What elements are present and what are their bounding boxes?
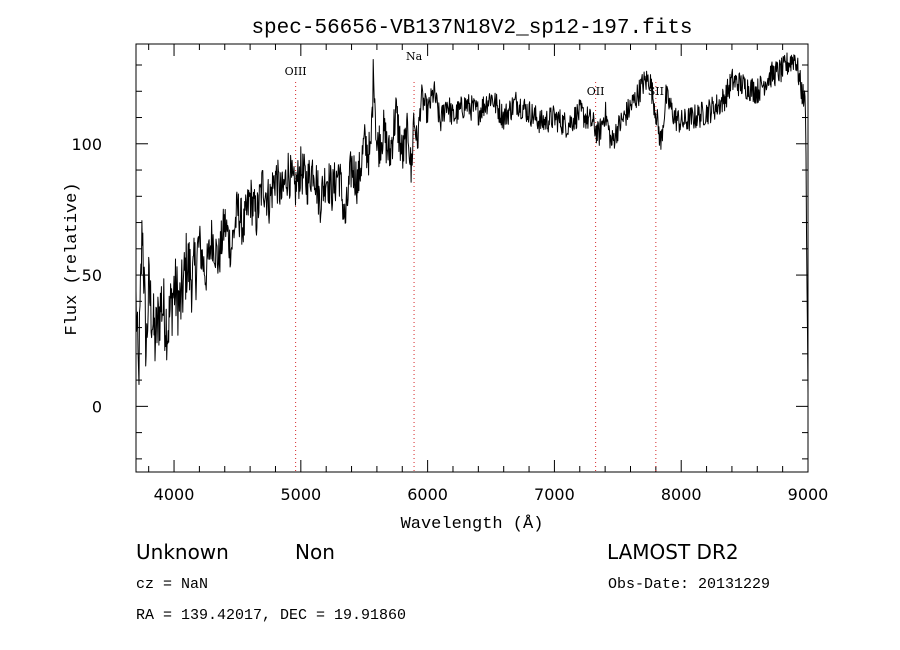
x-tick-label: 8000: [661, 485, 702, 504]
x-tick-label: 6000: [407, 485, 448, 504]
survey-name: LAMOST DR2: [607, 540, 739, 564]
x-tick-label: 7000: [534, 485, 575, 504]
x-tick-label: 5000: [280, 485, 321, 504]
line-marker-label: OII: [587, 85, 605, 98]
line-marker-label: OIII: [285, 65, 307, 78]
line-marker-label: Na: [406, 50, 423, 63]
spectrum-line: [135, 52, 809, 394]
x-axis-label: Wavelength (Å): [401, 515, 544, 534]
y-axis-label: Flux (relative): [63, 182, 82, 335]
x-tick-label: 9000: [788, 485, 829, 504]
spectrum-series: [135, 52, 809, 394]
plot-frame: [135, 43, 809, 473]
y-tick-label: 0: [92, 397, 102, 416]
obs-date: Obs-Date: 20131229: [608, 576, 770, 593]
y-tick-label: 100: [71, 135, 102, 154]
y-tick-label: 50: [82, 266, 102, 285]
redshift-cz: cz = NaN: [136, 576, 208, 593]
coordinates: RA = 139.42017, DEC = 19.91860: [136, 607, 406, 624]
object-subclass: Non: [295, 540, 335, 564]
x-tick-labels: 4000 5000 6000 7000 8000 9000: [154, 485, 829, 504]
x-tick-label: 4000: [154, 485, 195, 504]
chart-title: spec-56656-VB137N18V2_sp12-197.fits: [251, 17, 692, 40]
object-class: Unknown: [136, 540, 229, 564]
y-tick-labels: 0 50 100: [71, 135, 102, 417]
